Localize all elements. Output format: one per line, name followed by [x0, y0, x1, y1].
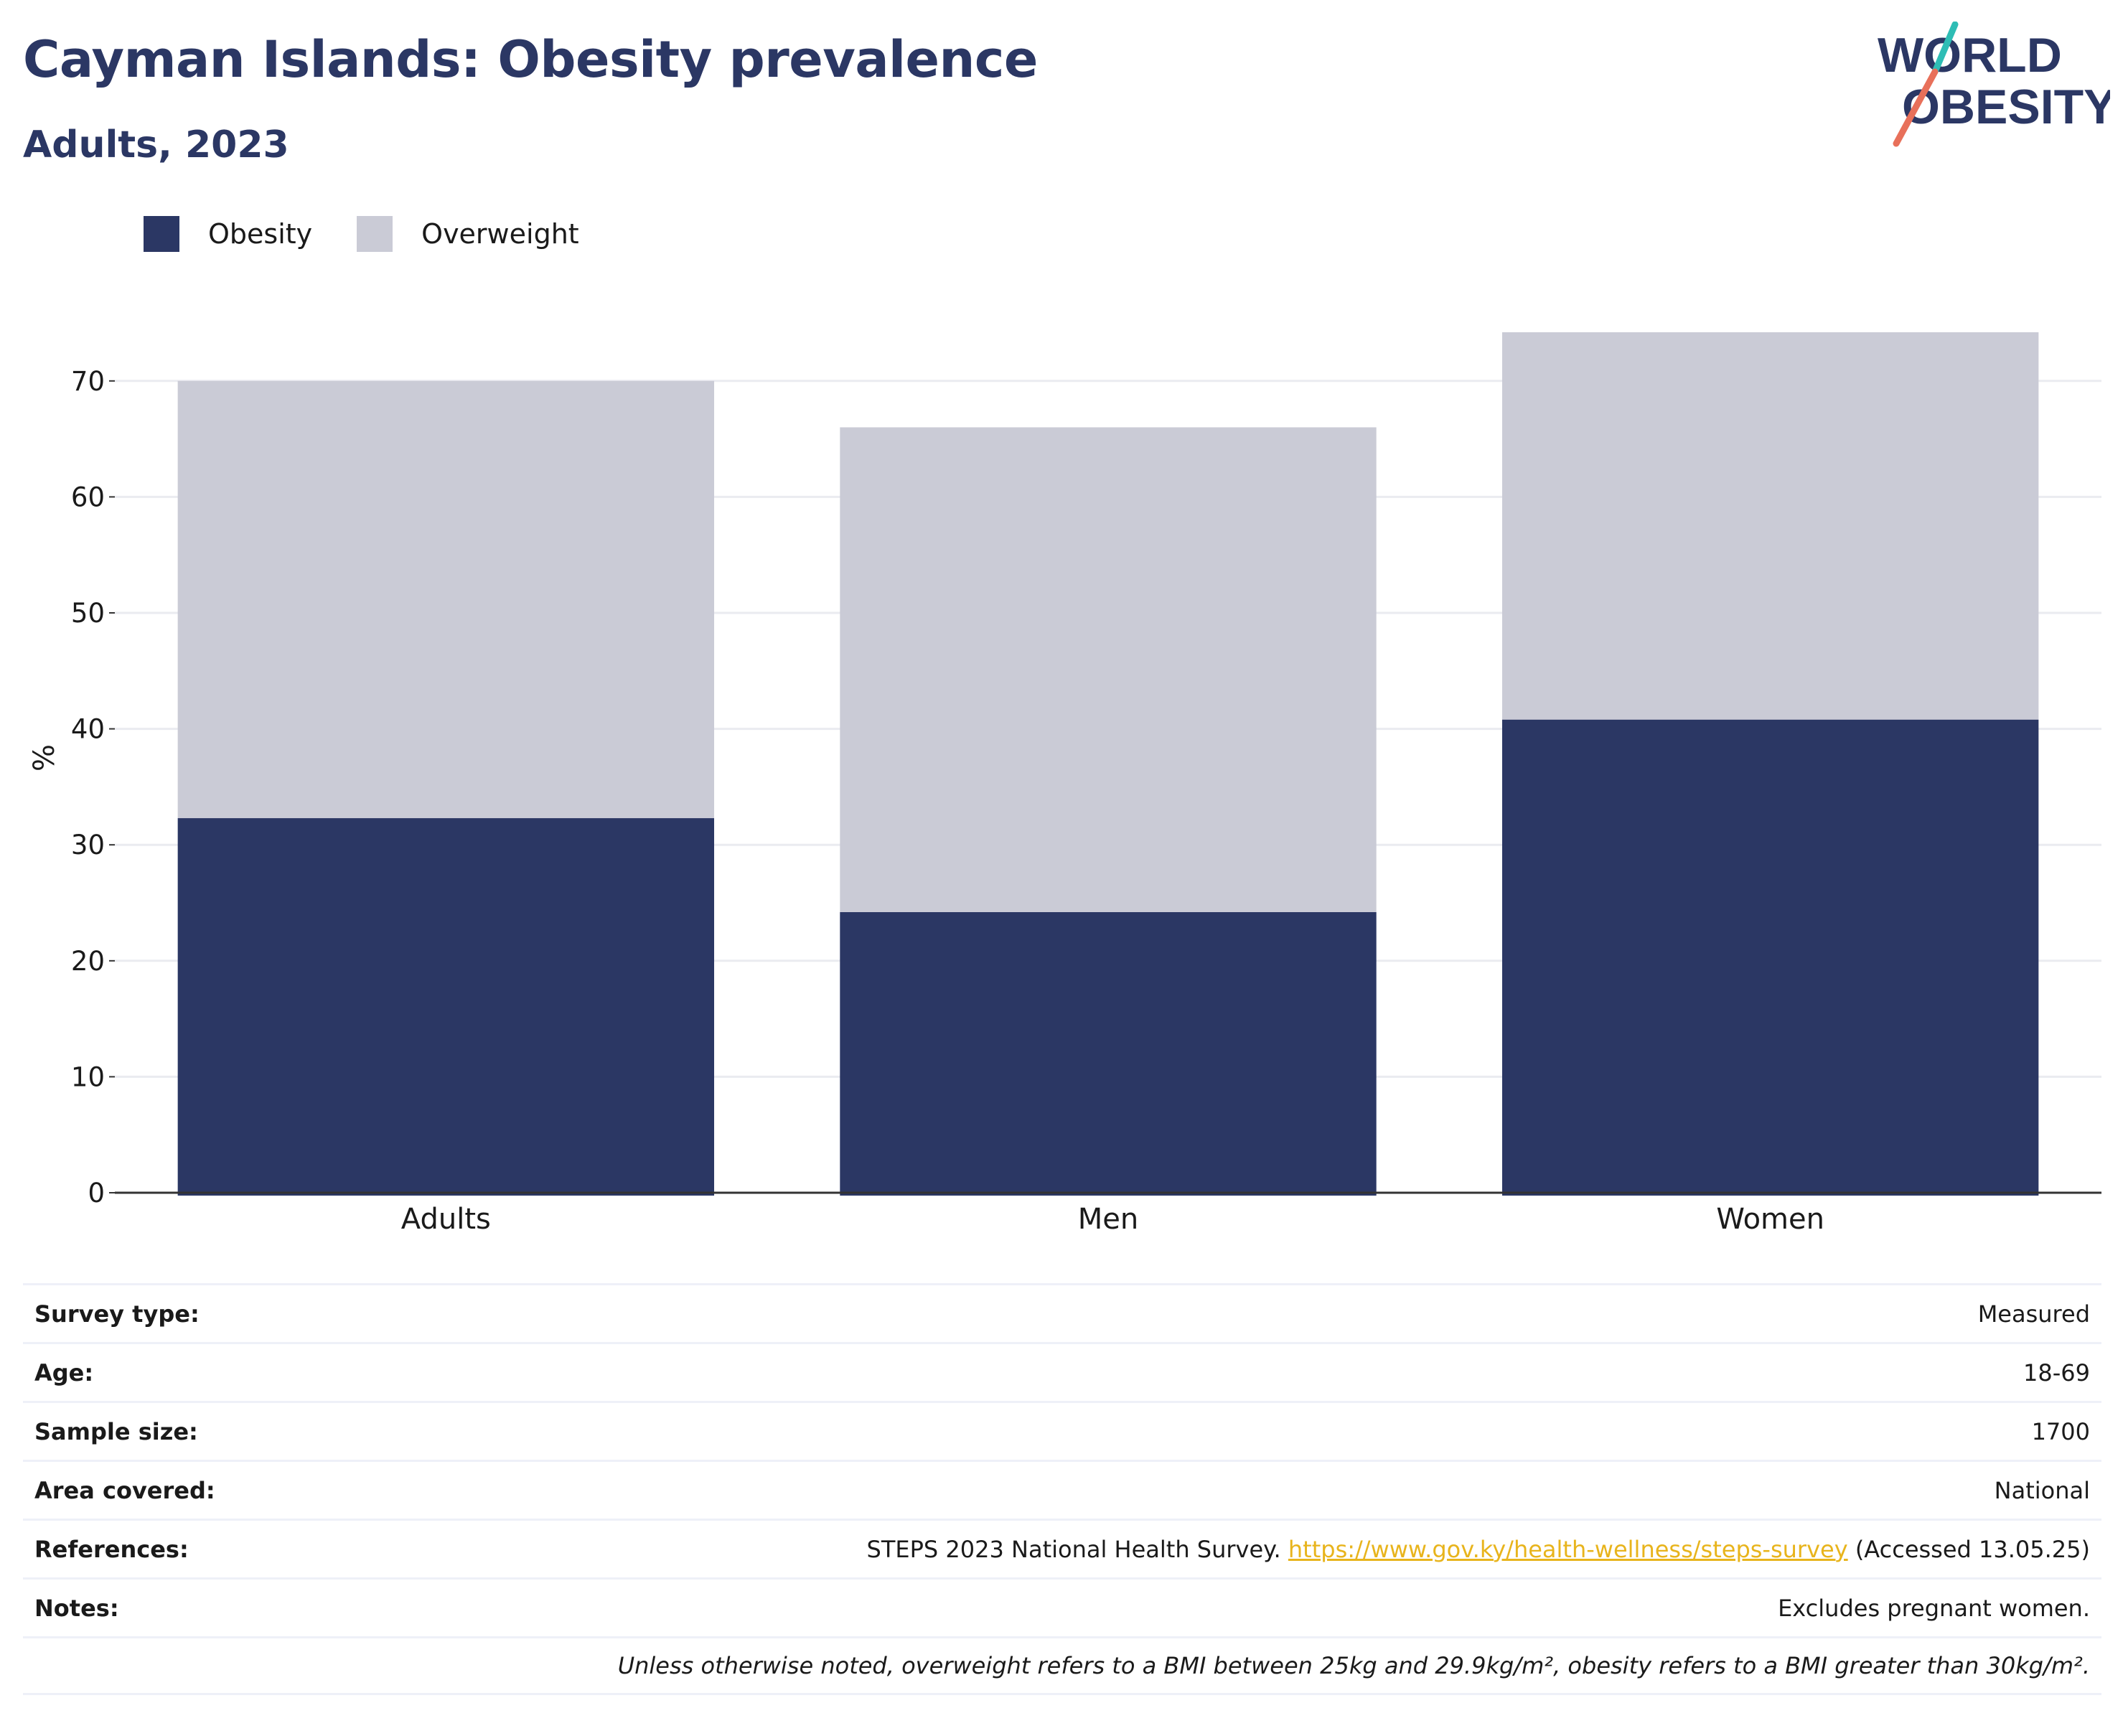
chart-subtitle: Adults, 2023 — [23, 123, 289, 166]
legend-swatch-overweight — [357, 216, 393, 252]
bar-overweight-men — [840, 427, 1377, 912]
logo-accent-teal — [1931, 22, 1959, 75]
x-tick-label-adults: Adults — [401, 1203, 491, 1236]
survey-info-table: Survey type: Measured Age: 18-69 Sample … — [23, 1283, 2101, 1695]
y-tick-label: 40 — [71, 714, 105, 745]
y-tick-label: 20 — [71, 946, 105, 977]
info-key-sample-size: Sample size: — [34, 1417, 198, 1445]
x-tick-label-women: Women — [1716, 1203, 1824, 1236]
legend-item-overweight[interactable]: Overweight — [357, 216, 579, 252]
logo-line1: WORLD — [1878, 28, 2062, 83]
info-value-notes: Excludes pregnant women. — [1778, 1594, 2090, 1622]
info-value-references: STEPS 2023 National Health Survey. https… — [867, 1536, 2090, 1563]
info-value-age: 18-69 — [2023, 1359, 2090, 1387]
info-value-sample-size: 1700 — [2031, 1417, 2090, 1445]
info-value-area-covered: National — [1994, 1476, 2090, 1504]
y-tick-label: 70 — [71, 366, 105, 397]
info-key-survey-type: Survey type: — [34, 1300, 200, 1328]
reference-link[interactable]: https://www.gov.ky/health-wellness/steps… — [1288, 1535, 1848, 1563]
info-row-survey-type: Survey type: Measured — [23, 1283, 2101, 1342]
x-tick-label-men: Men — [1078, 1203, 1138, 1236]
info-row-area-covered: Area covered: National — [23, 1460, 2101, 1519]
bar-obesity-men — [840, 911, 1377, 1196]
bar-overweight-adults — [177, 380, 715, 819]
info-row-sample-size: Sample size: 1700 — [23, 1401, 2101, 1460]
bmi-footnote: Unless otherwise noted, overweight refer… — [617, 1652, 2090, 1679]
bar-overweight-women — [1501, 332, 2039, 720]
reference-text: STEPS 2023 National Health Survey. — [866, 1535, 1281, 1563]
info-row-references: References: STEPS 2023 National Health S… — [23, 1519, 2101, 1577]
y-tick-label: 10 — [71, 1061, 105, 1092]
stacked-bar-chart: 0 10 20 30 40 50 60 70% Adults Men Women — [28, 332, 2101, 1236]
legend: Obesity Overweight — [144, 214, 624, 254]
info-key-age: Age: — [34, 1359, 94, 1387]
info-row-notes: Notes: Excludes pregnant women. — [23, 1577, 2101, 1636]
info-key-references: References: — [34, 1535, 189, 1563]
legend-swatch-obesity — [144, 216, 179, 252]
info-value-survey-type: Measured — [1977, 1300, 2090, 1328]
y-tick-label: 30 — [71, 830, 105, 860]
bar-obesity-women — [1501, 719, 2039, 1196]
info-row-age: Age: 18-69 — [23, 1342, 2101, 1401]
bar-obesity-adults — [177, 818, 715, 1196]
y-axis-label: % — [28, 744, 61, 771]
logo-line2: OBESITY — [1902, 80, 2110, 134]
chart-title: Cayman Islands: Obesity prevalence — [23, 30, 1038, 89]
info-key-area-covered: Area covered: — [34, 1476, 215, 1504]
y-tick-label: 50 — [71, 598, 105, 629]
reference-accessed: (Accessed 13.05.25) — [1855, 1535, 2090, 1563]
info-row-footnote: Unless otherwise noted, overweight refer… — [23, 1636, 2101, 1695]
world-obesity-logo: WORLD OBESITY — [1878, 22, 2110, 147]
y-tick-label: 0 — [88, 1178, 105, 1209]
logo-accent-coral — [1893, 68, 1939, 147]
info-key-notes: Notes: — [34, 1594, 119, 1622]
legend-label-obesity: Obesity — [208, 218, 313, 250]
legend-item-obesity[interactable]: Obesity — [144, 216, 312, 252]
legend-label-overweight: Overweight — [421, 218, 579, 250]
y-tick-label: 60 — [71, 482, 105, 512]
